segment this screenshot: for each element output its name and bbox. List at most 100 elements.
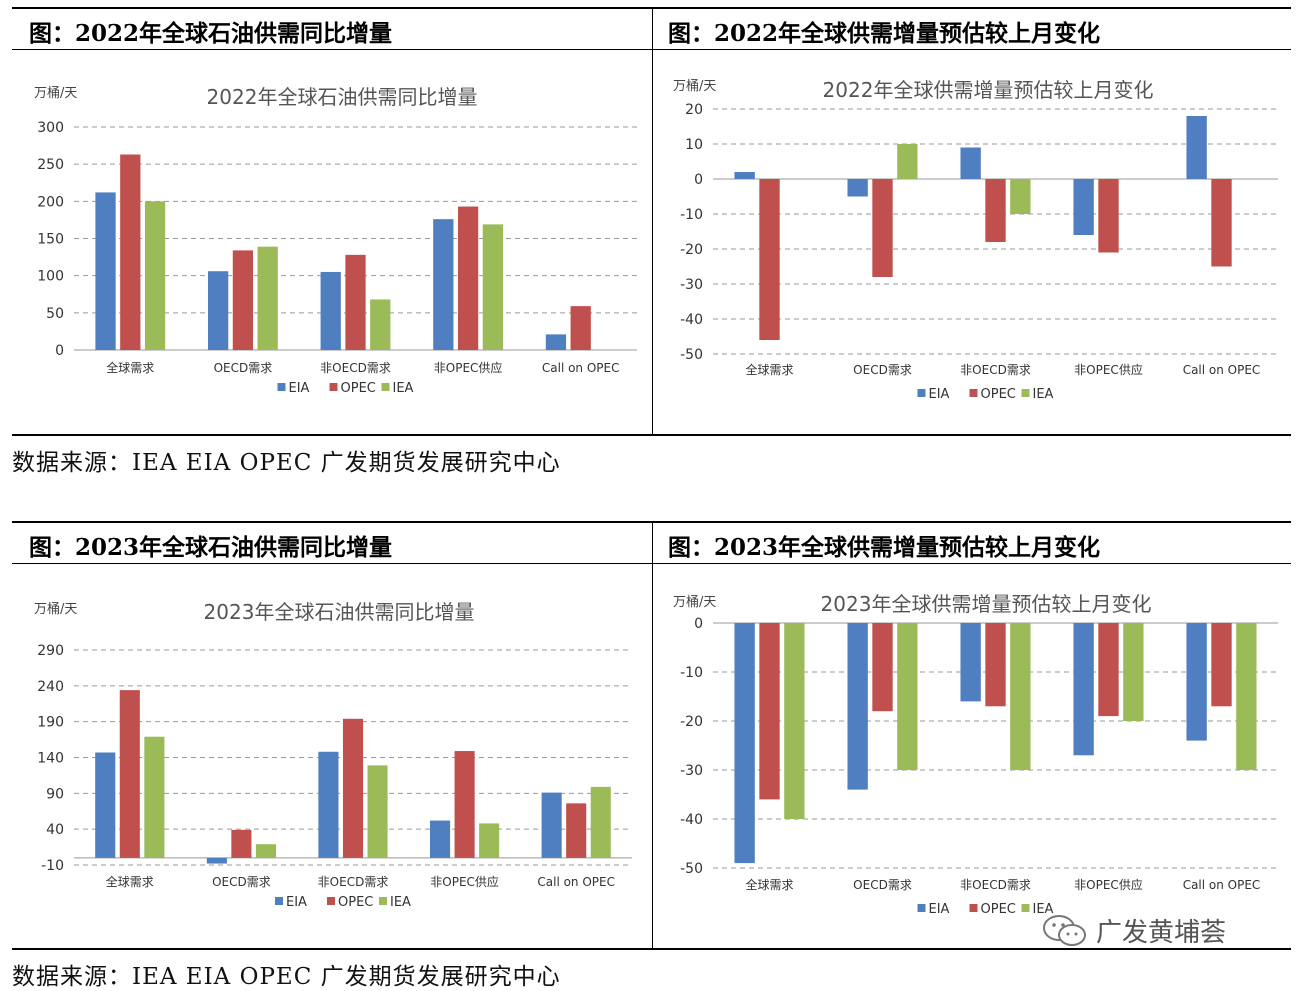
category-label: OECD需求 [212, 875, 271, 889]
panel-divider [652, 7, 653, 435]
bar-eia [960, 147, 981, 179]
bar-iea [784, 623, 805, 819]
y-tick-label: -50 [680, 347, 703, 363]
bar-eia [545, 334, 567, 350]
bar-opec [1098, 179, 1119, 253]
category-label: OECD需求 [214, 361, 273, 375]
category-label: 非OECD需求 [960, 878, 1031, 892]
bar-eia [1073, 179, 1094, 235]
y-tick-label: -30 [680, 277, 703, 293]
bar-eia [95, 752, 116, 858]
bar-iea [590, 786, 611, 858]
category-label: Call on OPEC [537, 875, 615, 889]
category-label: 全球需求 [106, 360, 154, 375]
y-tick-label: 290 [37, 643, 64, 659]
category-label: OECD需求 [853, 878, 912, 892]
legend-swatch-iea [1021, 904, 1030, 912]
y-tick-label: 190 [37, 715, 64, 731]
legend-swatch-opec [327, 897, 335, 905]
bar-iea [1010, 179, 1031, 214]
legend-swatch-eia [275, 897, 283, 905]
section-2023: 图：2023年全球石油供需同比增量 图：2023年全球供需增量预估较上月变化 [12, 521, 1291, 950]
chart-2022-monthly-revision: 2022年全球供需增量预估较上月变化 万桶/天 20 10 0 -10 -20 -30 -40 -… [673, 78, 1278, 402]
watermark-text: 广发黄埔荟 [1096, 918, 1227, 948]
y-tick-label: 150 [37, 232, 64, 248]
chart-title: 2023年全球石油供需同比增量 [204, 600, 475, 624]
y-tick-label: -30 [680, 763, 703, 779]
bar-opec [457, 206, 479, 350]
legend-label: EIA [929, 387, 950, 402]
bar-eia [541, 792, 562, 858]
bar-opec [342, 718, 364, 858]
legend-swatch-iea [379, 897, 387, 905]
legend-label: EIA [929, 902, 950, 917]
source-note: 数据来源：IEA EIA OPEC 广发期货发展研究中心 [12, 450, 561, 476]
figure-title-left: 图：2023年全球石油供需同比增量 [29, 534, 393, 561]
bar-iea [482, 224, 504, 350]
bar-eia [960, 623, 981, 702]
bar-eia [206, 857, 227, 864]
y-tick-label: 240 [37, 679, 64, 695]
legend-label: EIA [289, 381, 310, 396]
bar-eia [207, 271, 229, 350]
y-tick-label: 200 [37, 194, 64, 210]
bar-opec [1211, 623, 1232, 707]
bar-opec [1098, 623, 1119, 717]
category-label: Call on OPEC [542, 361, 620, 375]
watermark: 广发黄埔荟 [1040, 912, 1226, 949]
bar-eia [318, 751, 339, 858]
y-tick-label: -20 [680, 242, 703, 258]
category-label: OECD需求 [853, 363, 912, 377]
bar-iea [144, 736, 165, 858]
bar-eia [734, 172, 755, 179]
legend-label: OPEC [338, 895, 373, 910]
rule-top [12, 7, 1291, 9]
rule-mid [12, 563, 1291, 564]
bar-opec [570, 306, 591, 350]
bar-opec [120, 154, 141, 350]
category-label: 非OECD需求 [960, 363, 1031, 377]
legend-swatch-opec [329, 383, 338, 391]
bar-eia [847, 623, 868, 790]
legend-label: IEA [1033, 902, 1054, 917]
legend-label: EIA [286, 895, 307, 910]
rule-bottom [12, 434, 1291, 436]
y-tick-label: 250 [37, 157, 64, 173]
y-tick-label: -50 [680, 861, 703, 877]
unit-label: 万桶/天 [673, 79, 716, 94]
y-tick-label: 0 [55, 343, 64, 359]
category-label: Call on OPEC [1183, 363, 1261, 377]
y-tick-label: 300 [37, 120, 64, 136]
bar-opec [231, 829, 252, 858]
legend-swatch-eia [917, 389, 926, 397]
bar-opec [119, 690, 140, 858]
bar-iea [255, 844, 276, 858]
bar-eia [847, 179, 868, 197]
bar-iea [1010, 623, 1031, 770]
category-label: 非OPEC供应 [434, 360, 503, 375]
y-tick-label: -10 [680, 665, 703, 681]
category-label: 全球需求 [106, 874, 154, 889]
chart-2023-yoy-increment: 2023年全球石油供需同比增量 万桶/天 290 240 190 140 90 40 -10 全球… [34, 600, 632, 910]
bar-eia [734, 623, 755, 864]
section-2022: 图：2022年全球石油供需同比增量 图：2022年全球供需增量预估较上月变化 [12, 7, 1291, 436]
bar-eia [1186, 116, 1207, 179]
category-label: 全球需求 [745, 362, 793, 377]
bar-eia [433, 219, 454, 350]
category-label: Call on OPEC [1183, 878, 1261, 892]
category-label: 非OPEC供应 [1074, 362, 1143, 377]
legend-label: IEA [390, 895, 411, 910]
rule-mid [12, 49, 1291, 50]
y-tick-label: 90 [46, 786, 64, 802]
bar-opec [872, 179, 893, 277]
y-tick-label: 140 [37, 751, 64, 767]
panel-divider [652, 521, 653, 949]
bar-iea [897, 144, 918, 179]
bar-iea [257, 246, 278, 350]
category-label: 非OPEC供应 [1074, 877, 1143, 892]
bar-opec [345, 254, 366, 350]
y-tick-label: -20 [680, 714, 703, 730]
legend-label: IEA [1033, 387, 1054, 402]
bar-opec [232, 250, 254, 350]
y-tick-label: 10 [685, 137, 703, 153]
